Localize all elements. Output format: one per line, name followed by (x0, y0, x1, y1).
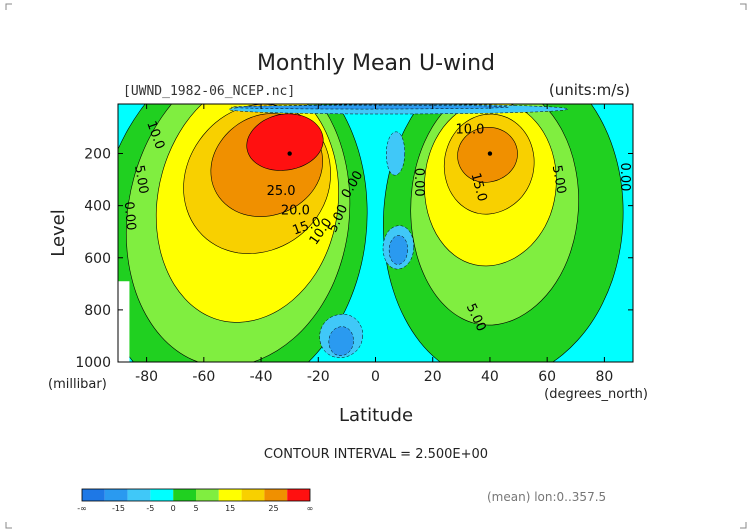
colorbar-label-2: -5 (146, 504, 154, 513)
x-tick-label-7: 60 (538, 369, 556, 385)
easterly-pocket-4 (386, 131, 406, 176)
colorbar-swatch-9 (287, 489, 310, 501)
colorbar-label-4: 5 (193, 504, 198, 513)
colorbar-label-7: ∞ (307, 504, 314, 513)
x-tick-label-4: 0 (371, 369, 380, 385)
terrain-mask (118, 281, 130, 362)
x-tick-label-6: 40 (481, 369, 499, 385)
contour-label-9: 10.0 (455, 123, 484, 138)
chart-title: Monthly Mean U-wind (257, 51, 495, 76)
contour-label-11: 5.00 (549, 164, 569, 195)
contour-label-3: 25.0 (267, 184, 296, 199)
units-label: (units:m/s) (549, 81, 630, 99)
jet-core-marker-0 (287, 151, 292, 156)
easterly-pocket-1 (230, 104, 509, 110)
y-tick-label-3: 800 (84, 303, 111, 319)
colorbar-swatch-5 (196, 489, 219, 501)
y-tick-label-1: 400 (84, 199, 111, 215)
colorbar-swatch-0 (82, 489, 105, 501)
contour-label-13: 0.00 (617, 162, 632, 191)
colorbar: -∞ -15 -5 0 5 15 25 ∞ (77, 488, 314, 513)
contour-label-10: 15.0 (468, 171, 490, 203)
y-axis-ticks: 200 400 600 800 1000 (75, 147, 633, 371)
x-axis-label: Latitude (339, 405, 413, 426)
colorbar-swatch-2 (127, 489, 151, 501)
colorbar-swatch-7 (241, 489, 265, 501)
jet-core-marker-1 (487, 151, 493, 156)
sh-jet-level-5 (246, 113, 324, 171)
corner-marks (5, 3, 747, 529)
x-axis-unit: (degrees_north) (544, 387, 648, 402)
colorbar-label-0: -∞ (77, 504, 87, 513)
y-axis-unit: (millibar) (48, 377, 107, 392)
easterly-pocket-6 (328, 326, 354, 356)
x-tick-label-1: -60 (192, 369, 215, 385)
colorbar-swatch-6 (218, 489, 242, 501)
y-tick-label-4: 1000 (75, 355, 111, 371)
x-tick-label-3: -20 (307, 369, 330, 385)
colorbar-swatch-1 (104, 489, 128, 501)
contour-label-12: 0.00 (411, 168, 426, 197)
colorbar-frame (81, 488, 311, 502)
colorbar-label-3: 0 (171, 504, 176, 513)
nh-jet-level-4 (457, 126, 518, 183)
footer-note: (mean) lon:0..357.5 (487, 490, 606, 504)
contour-label-1: 5.00 (131, 164, 151, 195)
colorbar-swatch-3 (150, 489, 174, 501)
easterly-pocket-3 (388, 235, 408, 265)
x-tick-label-0: -80 (135, 369, 158, 385)
x-axis-ticks: -80 -60 -40 -20 0 20 40 60 80 (135, 104, 613, 385)
contour-label-2: 0.00 (121, 201, 138, 231)
y-tick-label-0: 200 (84, 147, 111, 163)
contour-label-4: 20.0 (281, 203, 310, 218)
colorbar-swatch-4 (173, 489, 196, 501)
colorbar-label-1: -15 (112, 504, 125, 513)
colorbar-label-6: 25 (268, 504, 278, 513)
wind-field (118, 104, 633, 362)
y-tick-label-2: 600 (84, 251, 111, 267)
contour-interval-text: CONTOUR INTERVAL = 2.500E+00 (264, 447, 488, 462)
x-tick-label-8: 80 (595, 369, 613, 385)
source-label: [UWND_1982-06_NCEP.nc] (123, 84, 295, 99)
colorbar-swatch-8 (264, 489, 288, 501)
x-tick-label-2: -40 (250, 369, 273, 385)
y-axis-label: Level (48, 209, 69, 257)
x-tick-label-5: 20 (424, 369, 442, 385)
colorbar-label-5: 15 (225, 504, 235, 513)
